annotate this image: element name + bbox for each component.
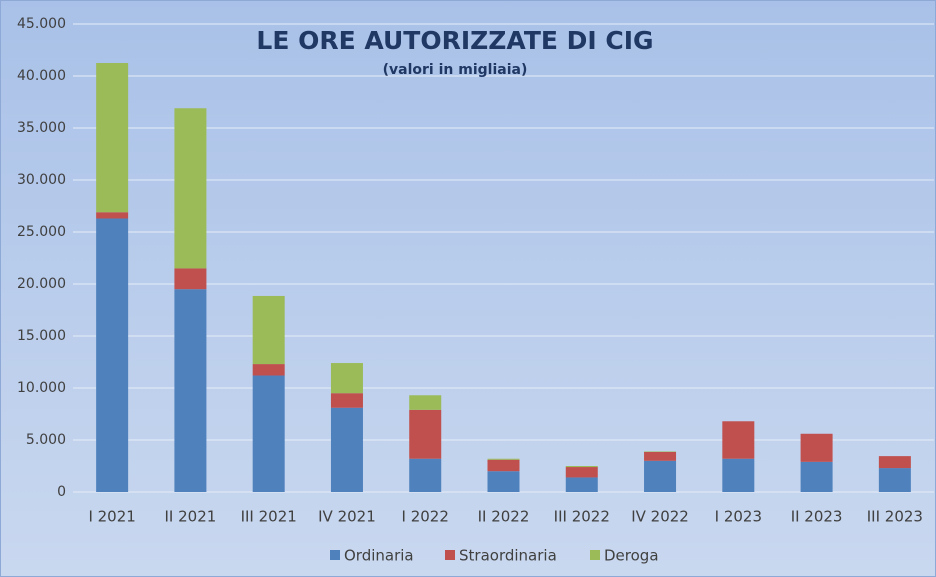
legend-swatch (590, 550, 600, 560)
bar-segment (878, 456, 911, 469)
legend-label: Ordinaria (344, 547, 414, 565)
grid (73, 23, 934, 493)
bar-segment (644, 451, 677, 452)
y-tick-label: 30.000 (17, 172, 66, 188)
x-tick-label: I 2023 (715, 508, 762, 526)
bar-segment (409, 458, 442, 492)
legend-label: Deroga (604, 547, 659, 565)
bar-segment (96, 212, 129, 219)
x-tick-label: III 2023 (867, 508, 923, 526)
bar-segment (174, 108, 207, 269)
legend-label: Straordinaria (459, 547, 557, 565)
bar-segment (252, 295, 285, 365)
x-tick-label: III 2021 (241, 508, 297, 526)
y-tick-label: 5.000 (26, 432, 66, 448)
x-tick-label: I 2022 (402, 508, 449, 526)
bar-segment (409, 409, 442, 459)
bars (96, 63, 911, 493)
y-tick-label: 15.000 (17, 328, 66, 344)
y-tick-label: 45.000 (17, 16, 66, 32)
y-tick-label: 25.000 (17, 224, 66, 240)
bar-segment (722, 421, 755, 459)
x-tick-label: IV 2022 (631, 508, 689, 526)
x-tick-label: III 2022 (554, 508, 610, 526)
bar-segment (878, 468, 911, 492)
legend-swatch (445, 550, 455, 560)
bar-segment (487, 458, 520, 460)
chart-title: LE ORE AUTORIZZATE DI CIG (256, 26, 653, 55)
bar-segment (800, 461, 833, 492)
y-tick-label: 35.000 (17, 120, 66, 136)
bar-segment (644, 451, 677, 461)
chart-subtitle: (valori in migliaia) (383, 62, 528, 78)
bar-segment (330, 363, 363, 394)
bar-segment (565, 466, 598, 468)
bar-segment (96, 218, 129, 493)
y-tick-label: 40.000 (17, 68, 66, 84)
x-tick-label: II 2022 (478, 508, 530, 526)
bar-segment (565, 467, 598, 478)
legend-swatch (330, 550, 340, 560)
bar-segment (800, 433, 833, 462)
bar-segment (252, 375, 285, 492)
bar-segment (487, 471, 520, 492)
bar-segment (174, 268, 207, 290)
bar-segment (409, 395, 442, 410)
x-tick-label: II 2021 (165, 508, 217, 526)
x-tick-label: I 2021 (88, 508, 135, 526)
x-tick-label: II 2023 (791, 508, 843, 526)
y-tick-label: 20.000 (17, 276, 66, 292)
bar-segment (722, 458, 755, 492)
bar-segment (174, 289, 207, 492)
bar-segment (330, 407, 363, 492)
bar-segment (644, 460, 677, 492)
y-tick-label: 10.000 (17, 380, 66, 396)
bar-segment (487, 459, 520, 472)
bar-segment (330, 393, 363, 408)
x-tick-label: IV 2021 (318, 508, 376, 526)
bar-segment (565, 477, 598, 492)
y-tick-label: 0 (57, 484, 66, 500)
bar-segment (252, 364, 285, 376)
bar-segment (96, 63, 129, 213)
